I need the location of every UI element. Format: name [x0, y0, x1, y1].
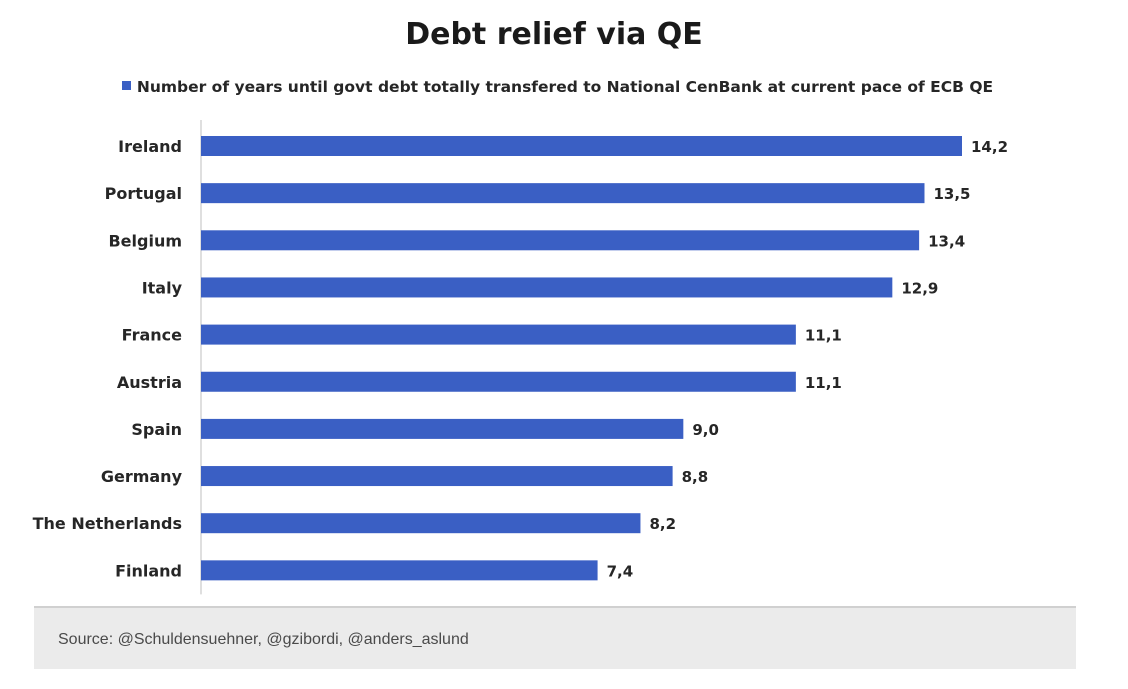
value-label: 13,5 — [933, 185, 970, 203]
bar-italy — [201, 277, 893, 298]
value-label: 9,0 — [692, 421, 719, 439]
bar-the-netherlands — [201, 513, 641, 534]
source-text: Source: @Schuldensuehner, @gzibordi, @an… — [58, 631, 469, 648]
bar-portugal — [201, 183, 925, 204]
category-label: Ireland — [118, 137, 182, 156]
bar-finland — [201, 560, 598, 581]
legend-swatch — [121, 81, 131, 90]
bar-chart: Ireland 14,2 Portugal 13,5 Belgium 13,4 Italy 1… — [33, 120, 1008, 595]
category-label: Spain — [131, 420, 182, 439]
bar-spain — [201, 418, 684, 439]
bar-germany — [201, 466, 673, 487]
category-label: France — [122, 326, 182, 345]
value-label: 7,4 — [607, 562, 634, 580]
value-label: 14,2 — [971, 138, 1008, 156]
category-label: Belgium — [108, 231, 182, 250]
chart-legend: Number of years until govt debt totally … — [0, 78, 1115, 96]
value-label: 8,2 — [649, 515, 676, 533]
legend-label: Number of years until govt debt totally … — [136, 78, 994, 96]
value-label: 11,1 — [805, 374, 842, 392]
value-label: 12,9 — [901, 279, 938, 297]
bar-belgium — [201, 230, 920, 251]
value-label: 11,1 — [805, 327, 842, 345]
category-label: The Netherlands — [33, 514, 182, 533]
category-label: Germany — [101, 467, 183, 486]
category-label: Portugal — [105, 184, 182, 203]
chart-title: Debt relief via QE — [405, 17, 703, 52]
bar-france — [201, 324, 796, 345]
bar-austria — [201, 371, 796, 392]
value-label: 8,8 — [682, 468, 709, 486]
source-footer: Source: @Schuldensuehner, @gzibordi, @an… — [34, 606, 1076, 669]
category-label: Italy — [142, 278, 183, 297]
category-label: Austria — [117, 373, 182, 392]
value-label: 13,4 — [928, 232, 965, 250]
category-label: Finland — [115, 561, 182, 580]
bar-ireland — [201, 136, 962, 156]
